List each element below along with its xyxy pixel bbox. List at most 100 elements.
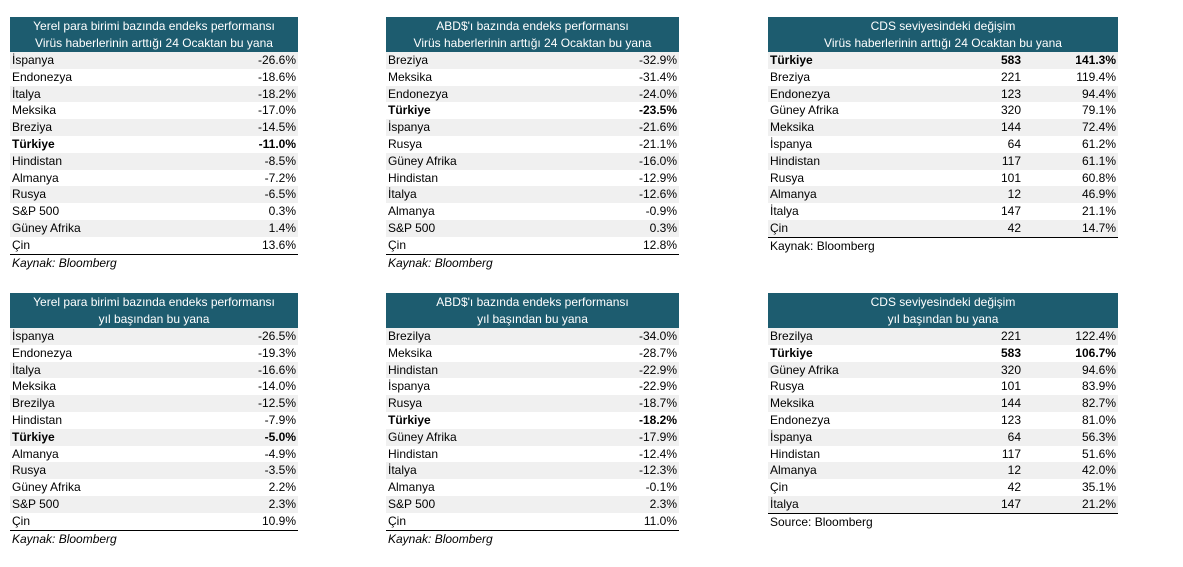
country-name: Güney Afrika	[770, 103, 839, 118]
table-header: CDS seviyesindeki değişim Virüs haberler…	[768, 17, 1118, 52]
table-body: İspanya -26.5% Endonezya -19.3% İtalya -16.6%…	[10, 328, 298, 531]
country-name: İtalya	[770, 496, 799, 511]
country-name: S&P 500	[388, 220, 436, 235]
performance-value: 2.3%	[268, 496, 296, 511]
country-name: Brezilya	[388, 329, 431, 343]
country-name: Güney Afrika	[12, 220, 81, 235]
table-row: Hindistan -12.4%	[386, 445, 679, 463]
country-name: Hindistan	[12, 412, 63, 427]
performance-value: 2.2%	[268, 480, 296, 495]
cds-level: 101	[1000, 170, 1021, 185]
performance-value: 11.0%	[643, 513, 677, 528]
table-row: Hindistan 117 51.6%	[768, 445, 1118, 463]
country-name: İspanya	[388, 379, 431, 394]
change-percent: 81.0%	[1081, 412, 1116, 427]
performance-value: -3.5%	[264, 463, 296, 478]
table-local-currency-ytd: Yerel para birimi bazında endeks perform…	[10, 293, 298, 547]
performance-value: -11.0%	[258, 136, 296, 151]
country-name: Hindistan	[388, 446, 439, 461]
country-name: S&P 500	[12, 204, 60, 219]
country-name: Rusya	[388, 396, 423, 411]
country-name: İspanya	[770, 429, 813, 444]
table-row: İtalya 147 21.1%	[768, 203, 1118, 220]
country-name: Türkiye	[12, 429, 55, 444]
cds-level: 117	[1001, 446, 1021, 461]
table-row: Breziya -32.9%	[386, 52, 679, 69]
cds-level: 101	[1000, 379, 1021, 394]
country-name: Türkiye	[12, 136, 55, 151]
table-row: Endonezya -24.0%	[386, 85, 679, 103]
table-row: Almanya -0.1%	[386, 479, 679, 496]
performance-value: -28.7%	[638, 345, 677, 360]
table-row: İspanya -26.6%	[10, 52, 298, 69]
performance-value: -18.7%	[638, 396, 677, 411]
performance-value: -5.0%	[264, 429, 296, 444]
change-percent: 46.9%	[1081, 187, 1116, 202]
performance-value: -8.5%	[264, 153, 296, 168]
country-name: Almanya	[388, 204, 435, 219]
table-row: Türkiye 583 106.7%	[768, 344, 1118, 362]
performance-value: -7.2%	[264, 170, 296, 185]
country-name: İtalya	[388, 187, 417, 202]
country-name: Breziya	[388, 53, 429, 67]
country-name: Güney Afrika	[388, 153, 457, 168]
table-title: ABD$'ı bazında endeks performansı	[436, 295, 629, 309]
country-name: Güney Afrika	[770, 362, 839, 377]
country-name: Meksika	[388, 345, 433, 360]
table-row: Rusya 101 83.9%	[768, 378, 1118, 396]
cds-level: 320	[1000, 362, 1021, 377]
country-name: Rusya	[770, 170, 805, 185]
country-name: Almanya	[770, 463, 817, 478]
table-row: Brezilya -12.5%	[10, 395, 298, 412]
table-row: İtalya -16.6%	[10, 361, 298, 379]
country-name: Güney Afrika	[388, 429, 457, 444]
change-percent: 122.4%	[1075, 329, 1116, 343]
country-name: Hindistan	[12, 153, 63, 168]
table-header: ABD$'ı bazında endeks performansı yıl ba…	[386, 293, 679, 328]
table-row: İtalya -12.6%	[386, 186, 679, 204]
source-note: Kaynak: Bloomberg	[770, 238, 875, 253]
performance-value: 12.8%	[642, 237, 677, 252]
table-row: Meksika 144 82.7%	[768, 395, 1118, 412]
table-row: Breziya -14.5%	[10, 119, 298, 136]
table-header: Yerel para birimi bazında endeks perform…	[10, 17, 298, 52]
cds-level: 12	[1007, 463, 1021, 478]
table-row: Rusya -18.7%	[386, 395, 679, 412]
cds-level: 583	[1000, 345, 1021, 360]
performance-value: -12.4%	[638, 446, 677, 461]
change-percent: 79.1%	[1081, 103, 1116, 118]
performance-value: -21.1%	[638, 136, 677, 151]
table-row: Rusya -3.5%	[10, 462, 298, 480]
change-percent: 60.8%	[1081, 170, 1116, 185]
country-name: Meksika	[770, 396, 815, 411]
table-row: S&P 500 0.3%	[386, 219, 679, 237]
country-name: Hindistan	[388, 362, 439, 377]
table-title: Yerel para birimi bazında endeks perform…	[33, 295, 275, 309]
table-row: Meksika -17.0%	[10, 102, 298, 120]
table-body: Brezilya 221 122.4% Türkiye 583 106.7% Güney A…	[768, 328, 1118, 514]
table-row: Türkiye -11.0%	[10, 135, 298, 153]
table-row: Güney Afrika 320 79.1%	[768, 102, 1118, 120]
table-header: CDS seviyesindeki değişim yıl başından b…	[768, 293, 1118, 328]
table-row: Güney Afrika 1.4%	[10, 219, 298, 237]
performance-value: -14.5%	[257, 120, 296, 135]
table-row: İtalya -12.3%	[386, 462, 679, 480]
country-name: Breziya	[12, 120, 53, 135]
country-name: Rusya	[12, 187, 47, 202]
change-percent: 61.2%	[1081, 136, 1116, 151]
table-subtitle: yıl başından bu yana	[887, 312, 999, 326]
table-row: Çin 13.6%	[10, 236, 298, 254]
performance-value: -22.9%	[638, 362, 677, 377]
country-name: Endonezya	[388, 86, 449, 101]
table-body: İspanya -26.6% Endonezya -18.6% İtalya -18.2%…	[10, 52, 298, 255]
table-row: İtalya -18.2%	[10, 85, 298, 103]
country-name: Rusya	[388, 136, 423, 151]
table-row: S&P 500 0.3%	[10, 203, 298, 220]
table-subtitle: Virüs haberlerinin arttığı 24 Ocaktan bu…	[413, 36, 652, 50]
performance-value: -4.9%	[264, 446, 296, 461]
change-percent: 61.1%	[1081, 153, 1116, 168]
performance-value: -21.6%	[638, 120, 677, 135]
source-note: Source: Bloomberg	[770, 514, 873, 529]
table-row: Hindistan 117 61.1%	[768, 152, 1118, 170]
performance-value: 13.6%	[261, 237, 296, 252]
